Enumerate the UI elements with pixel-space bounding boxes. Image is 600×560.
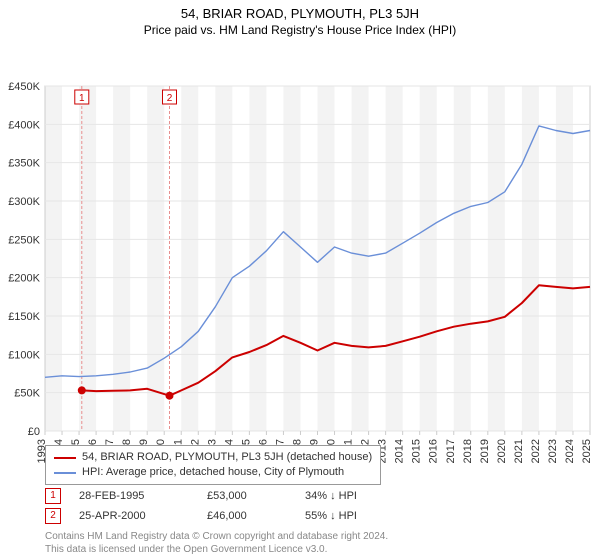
legend-label: 54, BRIAR ROAD, PLYMOUTH, PL3 5JH (detac… [82,450,372,465]
sale-row-2: 2 25-APR-2000 £46,000 55% ↓ HPI [45,508,357,524]
svg-text:2017: 2017 [445,439,457,463]
svg-text:£0: £0 [28,426,40,438]
svg-text:2: 2 [167,93,173,104]
svg-text:2015: 2015 [411,439,423,463]
svg-text:2016: 2016 [428,439,440,463]
sale-date-2: 25-APR-2000 [79,510,189,522]
legend-swatch [54,457,76,459]
svg-text:2020: 2020 [496,439,508,463]
svg-text:2025: 2025 [581,439,593,463]
svg-text:2023: 2023 [547,439,559,463]
sale-delta-2: 55% ↓ HPI [305,510,357,522]
sale-price-2: £46,000 [207,510,287,522]
svg-text:£300K: £300K [8,196,40,208]
svg-text:2019: 2019 [479,439,491,463]
svg-text:£350K: £350K [8,158,40,170]
footer-line-1: Contains HM Land Registry data © Crown c… [45,530,388,543]
svg-text:2021: 2021 [513,439,525,463]
marker-badge-1: 1 [45,488,61,504]
footer: Contains HM Land Registry data © Crown c… [45,530,388,556]
sale-delta-1: 34% ↓ HPI [305,490,357,502]
sale-price-1: £53,000 [207,490,287,502]
chart-container: 54, BRIAR ROAD, PLYMOUTH, PL3 5JH Price … [0,0,600,560]
svg-text:£400K: £400K [8,119,40,131]
legend-item: HPI: Average price, detached house, City… [54,465,372,480]
svg-text:£150K: £150K [8,311,40,323]
svg-text:£50K: £50K [14,388,40,400]
svg-text:2022: 2022 [530,439,542,463]
svg-text:£250K: £250K [8,234,40,246]
sale-row-1: 1 28-FEB-1995 £53,000 34% ↓ HPI [45,488,357,504]
marker-badge-2: 2 [45,508,61,524]
legend-swatch [54,472,76,474]
svg-text:£200K: £200K [8,273,40,285]
svg-text:£100K: £100K [8,349,40,361]
svg-text:2014: 2014 [394,439,406,463]
price-chart: £0 £50K £100K £150K £200K £250K £300K £350K £400… [0,41,600,486]
chart-title: 54, BRIAR ROAD, PLYMOUTH, PL3 5JH [0,0,600,21]
legend: 54, BRIAR ROAD, PLYMOUTH, PL3 5JH (detac… [45,445,381,485]
legend-item: 54, BRIAR ROAD, PLYMOUTH, PL3 5JH (detac… [54,450,372,465]
footer-line-2: This data is licensed under the Open Gov… [45,543,388,556]
svg-text:2018: 2018 [462,439,474,463]
svg-text:1: 1 [79,93,85,104]
chart-subtitle: Price paid vs. HM Land Registry's House … [0,21,600,41]
svg-text:2024: 2024 [564,439,576,463]
svg-text:£450K: £450K [8,81,40,93]
legend-label: HPI: Average price, detached house, City… [82,465,344,480]
sale-date-1: 28-FEB-1995 [79,490,189,502]
